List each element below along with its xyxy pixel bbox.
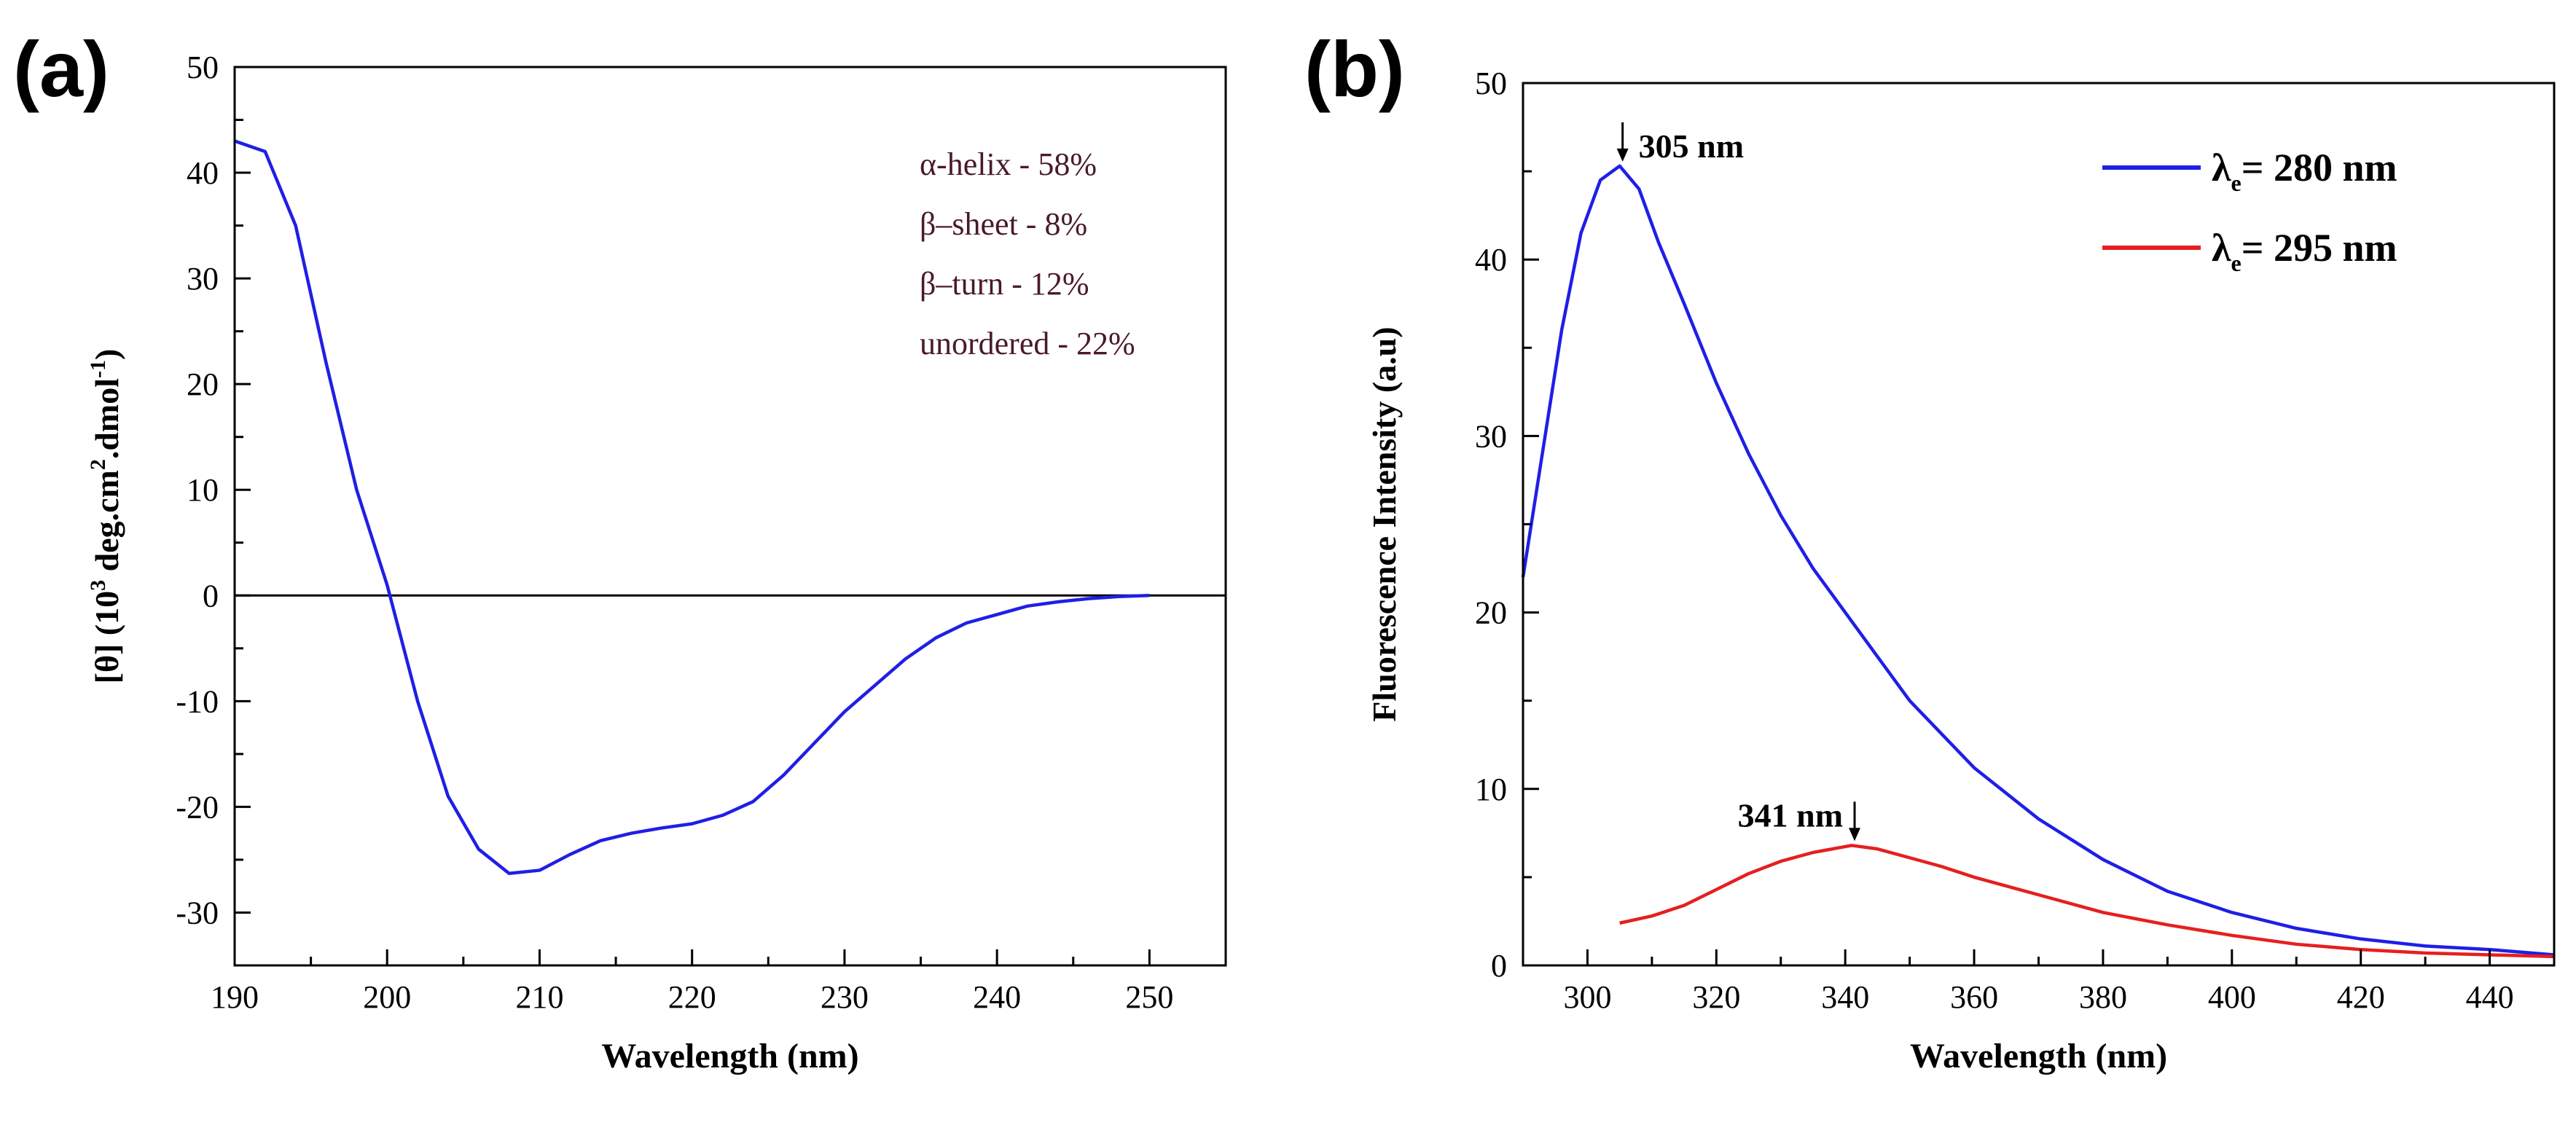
series-line-0 <box>234 139 1150 876</box>
y-tick-label: -20 <box>176 789 219 825</box>
series-line-1 <box>1619 844 2555 959</box>
secondary-structure-annotations: α-helix - 58% β–sheet - 8% β–turn - 12% uno… <box>920 146 1135 361</box>
structure-annotation: β–turn - 12% <box>920 266 1089 302</box>
x-axis-ticks: 190 200 210 220 230 240 250 <box>211 949 1227 1015</box>
x-tick-label: 380 <box>2079 979 2127 1015</box>
legend-subscript: e <box>2231 170 2242 196</box>
x-tick-label: 440 <box>2466 979 2514 1015</box>
y-axis-label-sup: -1 <box>86 360 110 378</box>
x-tick-label: 190 <box>211 979 259 1015</box>
cd-series <box>234 139 1150 876</box>
x-tick-label: 320 <box>1692 979 1740 1015</box>
y-axis-ticks: -30 -20 -10 0 10 20 30 40 50 <box>176 50 251 967</box>
y-axis-label-part: ) <box>88 349 125 360</box>
structure-annotation: unordered - 22% <box>920 326 1135 361</box>
y-axis-label-sup: 3 <box>86 580 110 591</box>
y-axis-label-part: deg.cm <box>88 470 125 580</box>
y-tick-label: 50 <box>1475 66 1507 101</box>
peak-arrow-head <box>1616 148 1629 162</box>
y-axis-label-sup: 2 <box>86 459 110 470</box>
peak-arrow-head <box>1849 828 1861 842</box>
peak-label: 341 nm <box>1738 796 1843 834</box>
y-tick-label: 20 <box>1475 595 1507 631</box>
y-tick-label: 40 <box>187 155 219 191</box>
y-tick-label: 20 <box>187 366 219 402</box>
x-tick-label: 360 <box>1950 979 1998 1015</box>
y-tick-label: 0 <box>203 578 219 613</box>
fluorescence-series <box>1521 164 2555 959</box>
x-tick-label: 200 <box>363 979 411 1015</box>
x-tick-label: 250 <box>1125 979 1173 1015</box>
x-tick-label: 420 <box>2337 979 2385 1015</box>
x-tick-label: 210 <box>515 979 563 1015</box>
y-axis-label: [θ] (103 deg.cm2.dmol-1) <box>86 349 125 684</box>
fluorescence-chart: 300 320 340 360 380 400 420 440 0 10 20 30 40 50 Wav… <box>1366 66 2556 1075</box>
x-tick-label: 220 <box>668 979 716 1015</box>
plot-frame <box>1522 82 2556 967</box>
y-tick-label: -30 <box>176 895 219 930</box>
structure-annotation: β–sheet - 8% <box>920 206 1087 242</box>
y-axis-label-part: [θ] (10 <box>88 591 125 683</box>
legend-subscript: e <box>2231 250 2242 276</box>
structure-annotation: α-helix - 58% <box>920 146 1097 182</box>
x-axis-label: Wavelength (nm) <box>1910 1037 2167 1075</box>
peak-annotations: 305 nm 341 nm <box>1616 122 1861 842</box>
x-axis-label: Wavelength (nm) <box>601 1037 858 1075</box>
cd-spectrum-chart: 190 200 210 220 230 240 250 -30-20-10010203040… <box>86 50 1227 1075</box>
y-tick-label: 50 <box>187 50 219 85</box>
y-tick-label: 40 <box>1475 242 1507 278</box>
legend-symbol: λ <box>2212 146 2231 189</box>
x-tick-label: 230 <box>821 979 869 1015</box>
legend-text: = 295 nm <box>2242 226 2397 270</box>
y-tick-label: -10 <box>176 683 219 719</box>
y-tick-label: 10 <box>1475 772 1507 807</box>
y-tick-label: 30 <box>187 261 219 297</box>
x-tick-label: 300 <box>1563 979 1611 1015</box>
plot-frame <box>233 66 1227 967</box>
legend-symbol: λ <box>2212 226 2231 270</box>
legend-entry: λe= 280 nm <box>2212 146 2397 196</box>
y-tick-label: 30 <box>1475 418 1507 454</box>
peak-label: 305 nm <box>1639 128 1744 165</box>
x-tick-label: 240 <box>973 979 1021 1015</box>
panel-b-label: (b) <box>1304 25 1405 113</box>
y-axis-label-part: .dmol <box>88 378 125 459</box>
series-line-0 <box>1521 164 2555 957</box>
y-axis-label: Fluorescence Intensity (a.u) <box>1366 326 1403 721</box>
y-tick-label: 10 <box>187 472 219 508</box>
legend-entry: λe= 295 nm <box>2212 226 2397 276</box>
x-tick-label: 340 <box>1821 979 1869 1015</box>
y-axis-ticks: 0 10 20 30 40 50 <box>1475 66 1539 984</box>
panel-a-label: (a) <box>13 25 109 113</box>
x-tick-label: 400 <box>2208 979 2256 1015</box>
x-axis-ticks: 300 320 340 360 380 400 420 440 <box>1522 949 2556 1015</box>
y-tick-label: 0 <box>1491 948 1507 984</box>
legend-text: = 280 nm <box>2242 146 2397 189</box>
